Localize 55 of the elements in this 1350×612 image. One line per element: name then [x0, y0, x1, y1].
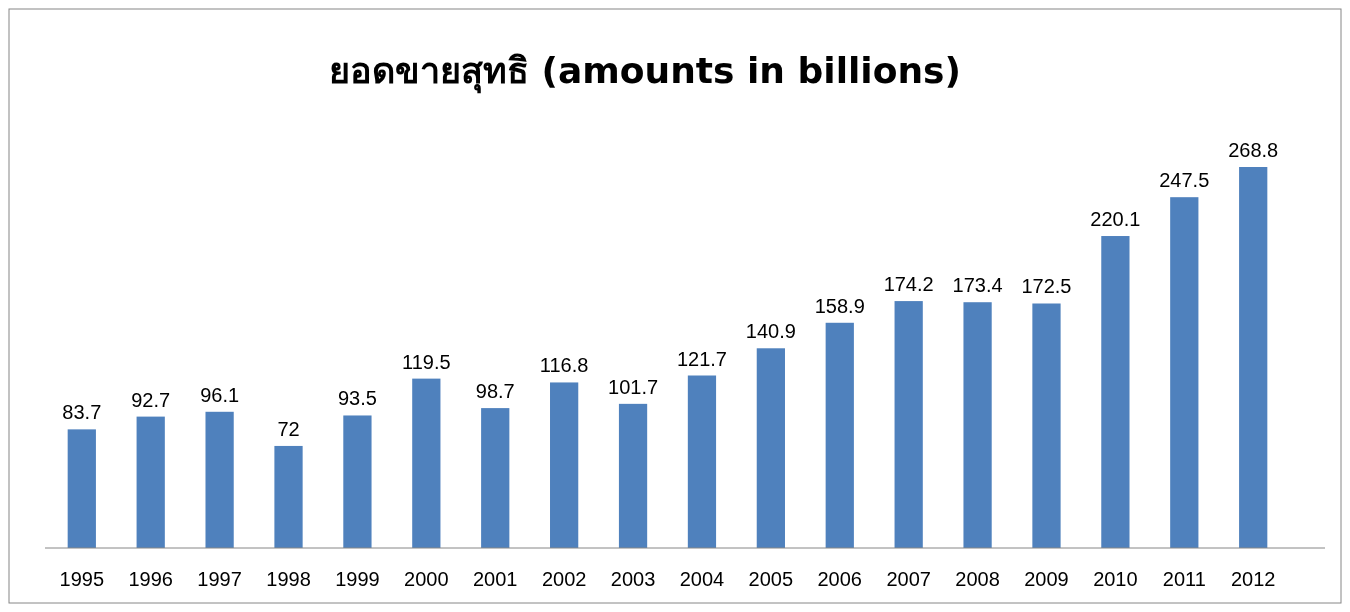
- data-label: 121.7: [676, 347, 727, 370]
- x-tick-label: 1998: [266, 568, 311, 590]
- data-label: 116.8: [539, 354, 589, 377]
- bar: [67, 429, 96, 548]
- bar: [550, 382, 579, 548]
- x-tick-label: 1999: [335, 568, 380, 590]
- bar: [1239, 167, 1268, 548]
- data-label: 158.9: [814, 294, 865, 317]
- bar: [136, 416, 165, 548]
- data-label: 220.1: [1090, 208, 1141, 231]
- x-tick-label: 1995: [59, 568, 105, 590]
- bar: [412, 378, 441, 548]
- x-tick-label: 2010: [1093, 568, 1138, 590]
- data-label: 96.1: [200, 383, 240, 406]
- bar: [274, 445, 303, 548]
- data-label: 93.5: [337, 387, 377, 410]
- data-label: 92.7: [131, 388, 171, 411]
- data-label: 72: [277, 417, 300, 440]
- x-tick-label: 2002: [541, 568, 587, 590]
- bar: [756, 348, 785, 548]
- data-label: 119.5: [402, 350, 451, 373]
- bar: [618, 403, 648, 548]
- x-tick-label: 2004: [679, 568, 725, 590]
- x-tick-label: 2011: [1162, 568, 1206, 590]
- x-tick-label: 1997: [197, 568, 242, 590]
- bar: [481, 408, 510, 548]
- data-label: 247.5: [1159, 169, 1210, 192]
- bar: [687, 375, 717, 548]
- x-tick-label: 2005: [748, 568, 794, 590]
- bar: [1101, 236, 1130, 548]
- data-label: 268.8: [1228, 139, 1279, 161]
- bar: [963, 302, 992, 548]
- bar: [1170, 197, 1199, 548]
- x-tick-label: 2008: [955, 568, 1000, 590]
- x-tick-label: 2009: [1024, 568, 1069, 590]
- data-label: 173.4: [952, 274, 1003, 297]
- data-label: 101.7: [608, 375, 659, 398]
- data-label: 174.2: [883, 273, 934, 296]
- data-label: 98.7: [475, 380, 515, 403]
- bar: [1032, 303, 1061, 548]
- data-label: 83.7: [62, 401, 102, 424]
- x-tick-label: 1996: [128, 568, 173, 590]
- x-tick-label: 2001: [472, 568, 518, 590]
- x-tick-label: 2003: [610, 568, 656, 590]
- data-label: 172.5: [1021, 275, 1072, 298]
- x-tick-label: 2000: [404, 568, 449, 590]
- bar: [894, 301, 923, 548]
- bar: [205, 411, 234, 548]
- bar: [343, 415, 372, 548]
- x-tick-label: 2006: [817, 568, 863, 590]
- x-tick-label: 2007: [886, 568, 931, 590]
- x-tick-label: 2012: [1230, 568, 1276, 590]
- chart-title: ยอดขายสุทธิ (amounts in billions): [329, 50, 961, 94]
- bar: [825, 322, 854, 548]
- data-label: 140.9: [745, 320, 796, 343]
